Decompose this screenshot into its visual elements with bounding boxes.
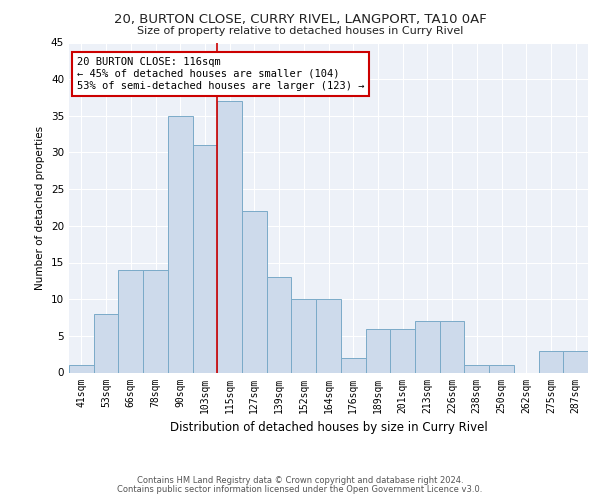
Bar [242,211,267,372]
Bar [118,270,143,372]
Bar [440,321,464,372]
Bar [267,277,292,372]
Bar [563,350,588,372]
Bar [193,145,217,372]
Bar [489,365,514,372]
Bar [365,328,390,372]
Text: Size of property relative to detached houses in Curry Rivel: Size of property relative to detached ho… [137,26,463,36]
Bar [539,350,563,372]
Bar [217,101,242,372]
Bar [464,365,489,372]
Bar [143,270,168,372]
Text: 20, BURTON CLOSE, CURRY RIVEL, LANGPORT, TA10 0AF: 20, BURTON CLOSE, CURRY RIVEL, LANGPORT,… [113,12,487,26]
Bar [316,299,341,372]
Bar [94,314,118,372]
X-axis label: Distribution of detached houses by size in Curry Rivel: Distribution of detached houses by size … [170,421,487,434]
Bar [69,365,94,372]
Text: Contains HM Land Registry data © Crown copyright and database right 2024.: Contains HM Land Registry data © Crown c… [137,476,463,485]
Bar [168,116,193,372]
Text: 20 BURTON CLOSE: 116sqm
← 45% of detached houses are smaller (104)
53% of semi-d: 20 BURTON CLOSE: 116sqm ← 45% of detache… [77,58,364,90]
Text: Contains public sector information licensed under the Open Government Licence v3: Contains public sector information licen… [118,485,482,494]
Bar [341,358,365,372]
Bar [390,328,415,372]
Y-axis label: Number of detached properties: Number of detached properties [35,126,46,290]
Bar [292,299,316,372]
Bar [415,321,440,372]
